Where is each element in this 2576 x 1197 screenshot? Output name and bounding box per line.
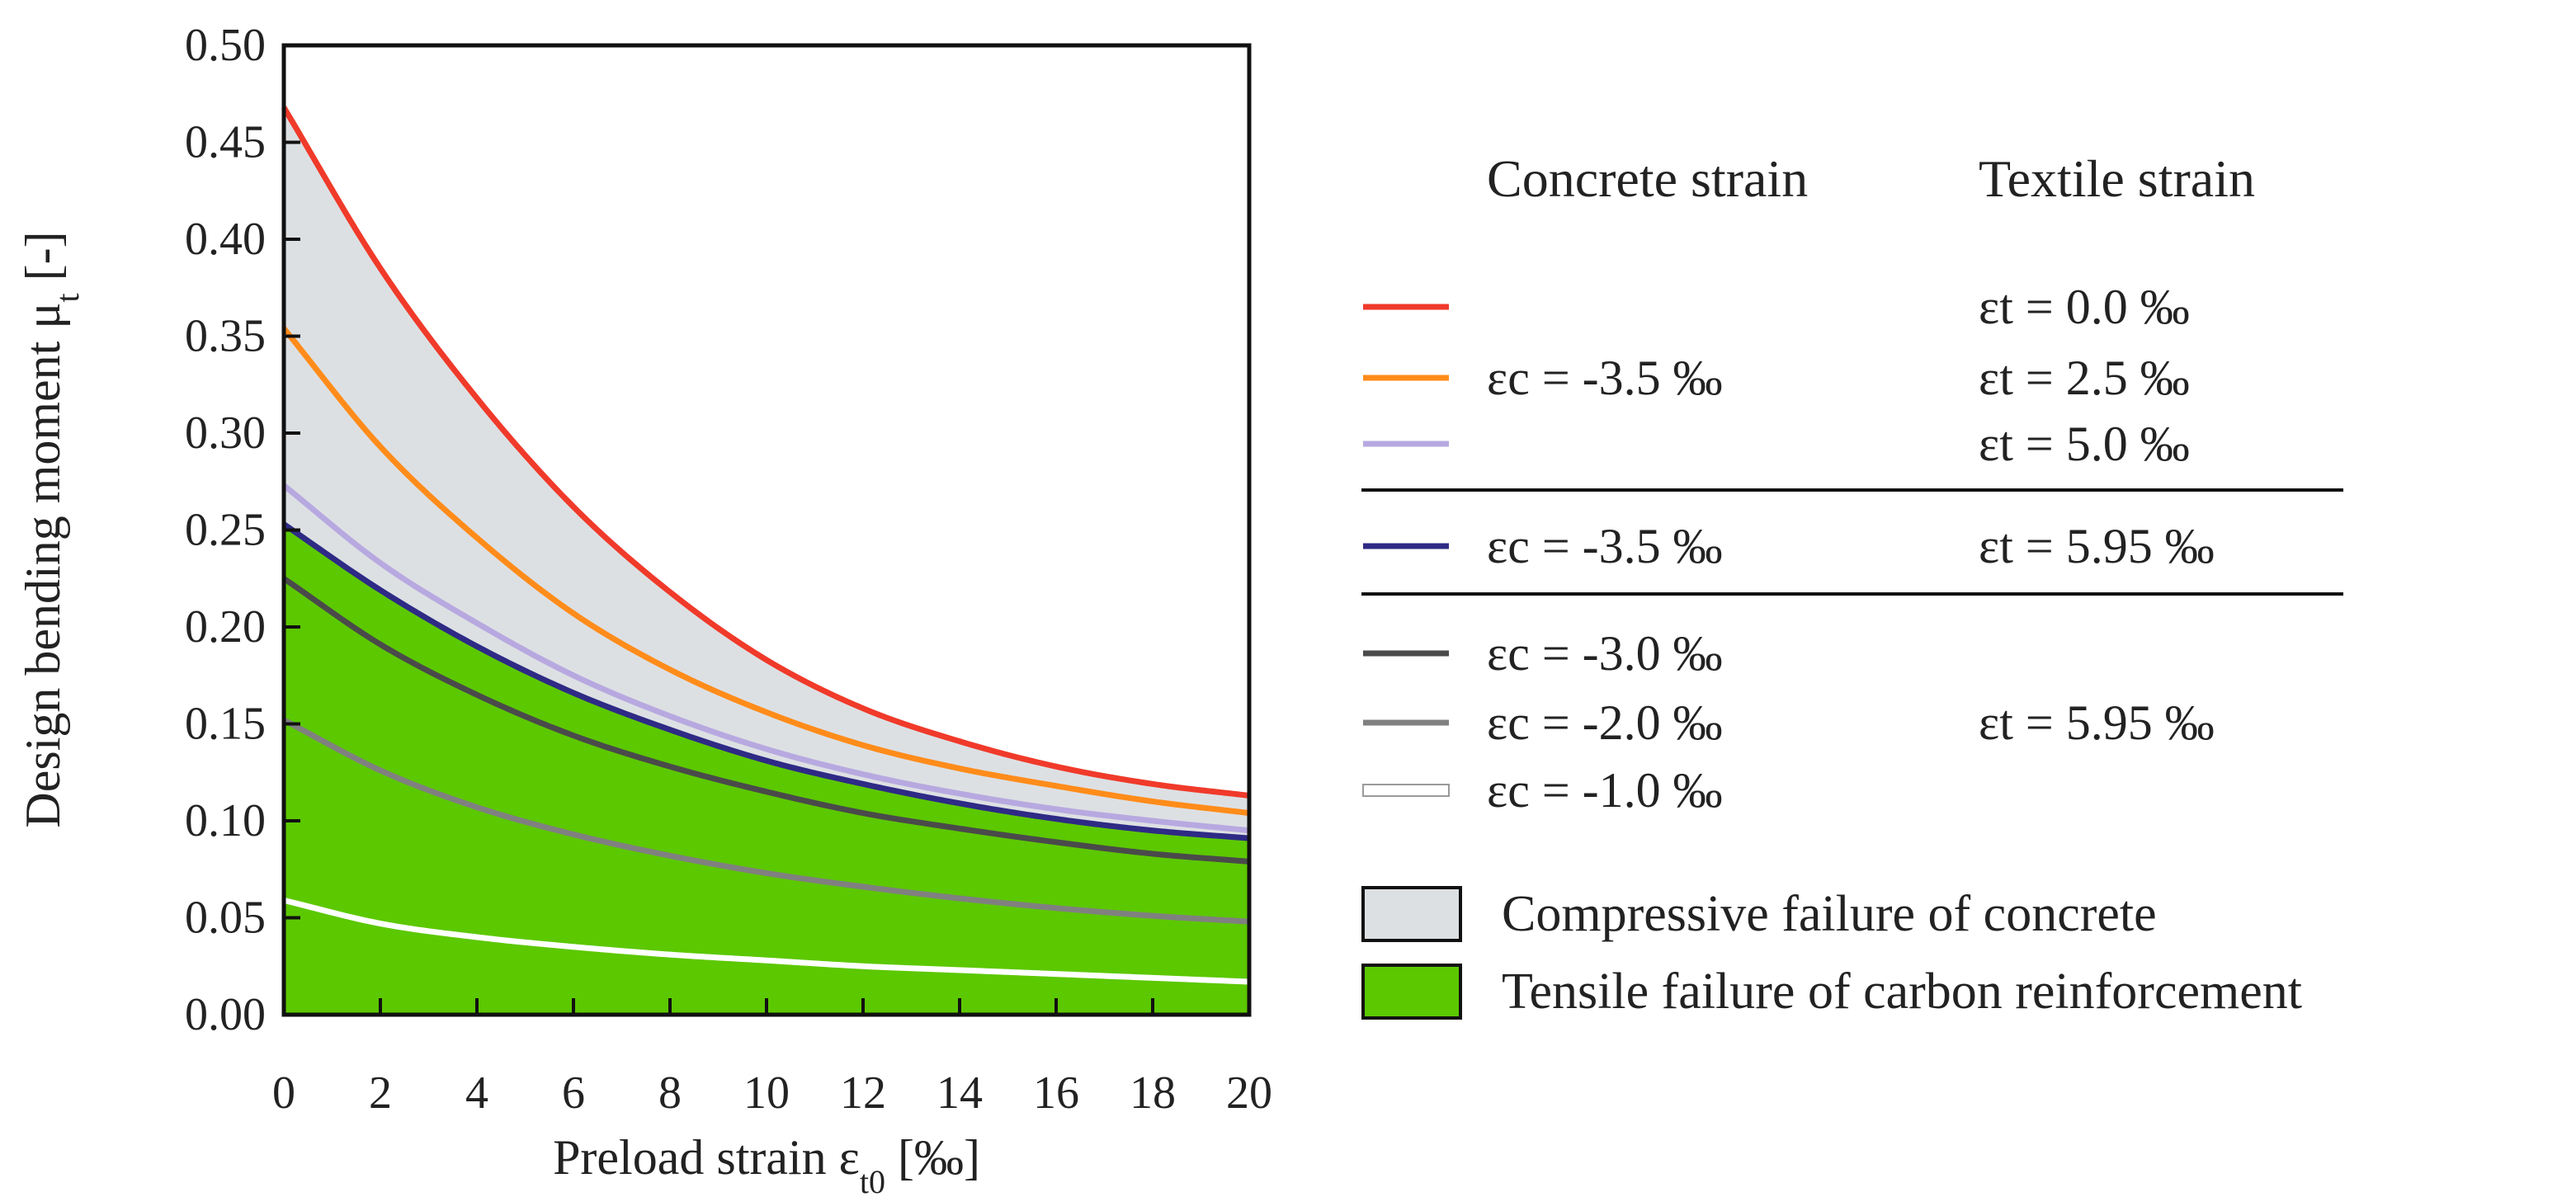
legend-textile-value: εt = 2.5 ‰ xyxy=(1979,351,2190,405)
legend-concrete-value: εc = -2.0 ‰ xyxy=(1487,695,1723,750)
legend-header-textile: Textile strain xyxy=(1979,149,2255,208)
legend-textile-value: εt = 5.0 ‰ xyxy=(1979,417,2190,471)
y-tick-label: 0.00 xyxy=(185,989,266,1040)
series-line-5 xyxy=(282,717,1250,925)
y-tick-label: 0.50 xyxy=(185,20,266,71)
failure-region-0 xyxy=(284,107,1249,839)
legend-concrete-value: εc = -3.0 ‰ xyxy=(1487,626,1723,681)
y-tick-label: 0.30 xyxy=(185,408,266,459)
x-tick-label: 4 xyxy=(465,1067,488,1119)
y-tick-label: 0.35 xyxy=(185,311,266,362)
y-tick-label: 0.05 xyxy=(185,893,266,944)
y-tick-label: 0.15 xyxy=(185,699,266,750)
x-tick-label: 0 xyxy=(272,1067,295,1119)
legend-header-concrete: Concrete strain xyxy=(1487,149,1808,208)
x-tick-label: 18 xyxy=(1130,1067,1176,1119)
x-tick-label: 6 xyxy=(562,1067,585,1119)
y-tick-label: 0.10 xyxy=(185,795,266,846)
x-tick-label: 20 xyxy=(1226,1067,1272,1119)
failure-region-1 xyxy=(284,524,1249,1015)
y-tick-label: 0.20 xyxy=(185,601,266,653)
y-axis-label: Design bending moment μt [-] xyxy=(16,231,86,827)
x-tick-label: 12 xyxy=(840,1067,886,1119)
legend-region-swatch-1 xyxy=(1361,964,1462,1020)
series-line-6 xyxy=(283,897,1250,985)
x-tick-label: 8 xyxy=(658,1067,682,1119)
series-line-2 xyxy=(281,483,1250,834)
x-tick-label: 2 xyxy=(369,1067,392,1119)
y-tick-label: 0.25 xyxy=(185,505,266,556)
y-tick-label: 0.45 xyxy=(185,117,266,168)
legend-region-label-0: Compressive failure of concrete xyxy=(1502,886,2157,942)
legend-concrete-value: εc = -1.0 ‰ xyxy=(1487,763,1723,818)
legend-concrete-value: εc = -3.5 ‰ xyxy=(1487,519,1723,573)
y-tick-label: 0.40 xyxy=(185,214,266,265)
legend-textile-value: εt = 5.95 ‰ xyxy=(1979,695,2215,750)
legend-textile-value: εt = 0.0 ‰ xyxy=(1979,280,2190,334)
series-line-1 xyxy=(281,326,1250,817)
series-line-3 xyxy=(282,521,1250,841)
x-tick-label: 16 xyxy=(1033,1067,1079,1119)
legend-swatch-6 xyxy=(1362,784,1450,797)
series-line-4 xyxy=(282,576,1250,865)
legend-region-swatch-0 xyxy=(1361,886,1462,942)
x-tick-label: 10 xyxy=(743,1067,790,1119)
legend-concrete-value: εc = -3.5 ‰ xyxy=(1487,351,1723,405)
series-line-0 xyxy=(281,106,1250,799)
legend-region-label-1: Tensile failure of carbon reinforcement xyxy=(1502,964,2302,1020)
x-axis-label: Preload strain εt0 [‰] xyxy=(553,1130,980,1197)
legend-textile-value: εt = 5.95 ‰ xyxy=(1979,519,2215,573)
x-tick-label: 14 xyxy=(937,1067,983,1119)
